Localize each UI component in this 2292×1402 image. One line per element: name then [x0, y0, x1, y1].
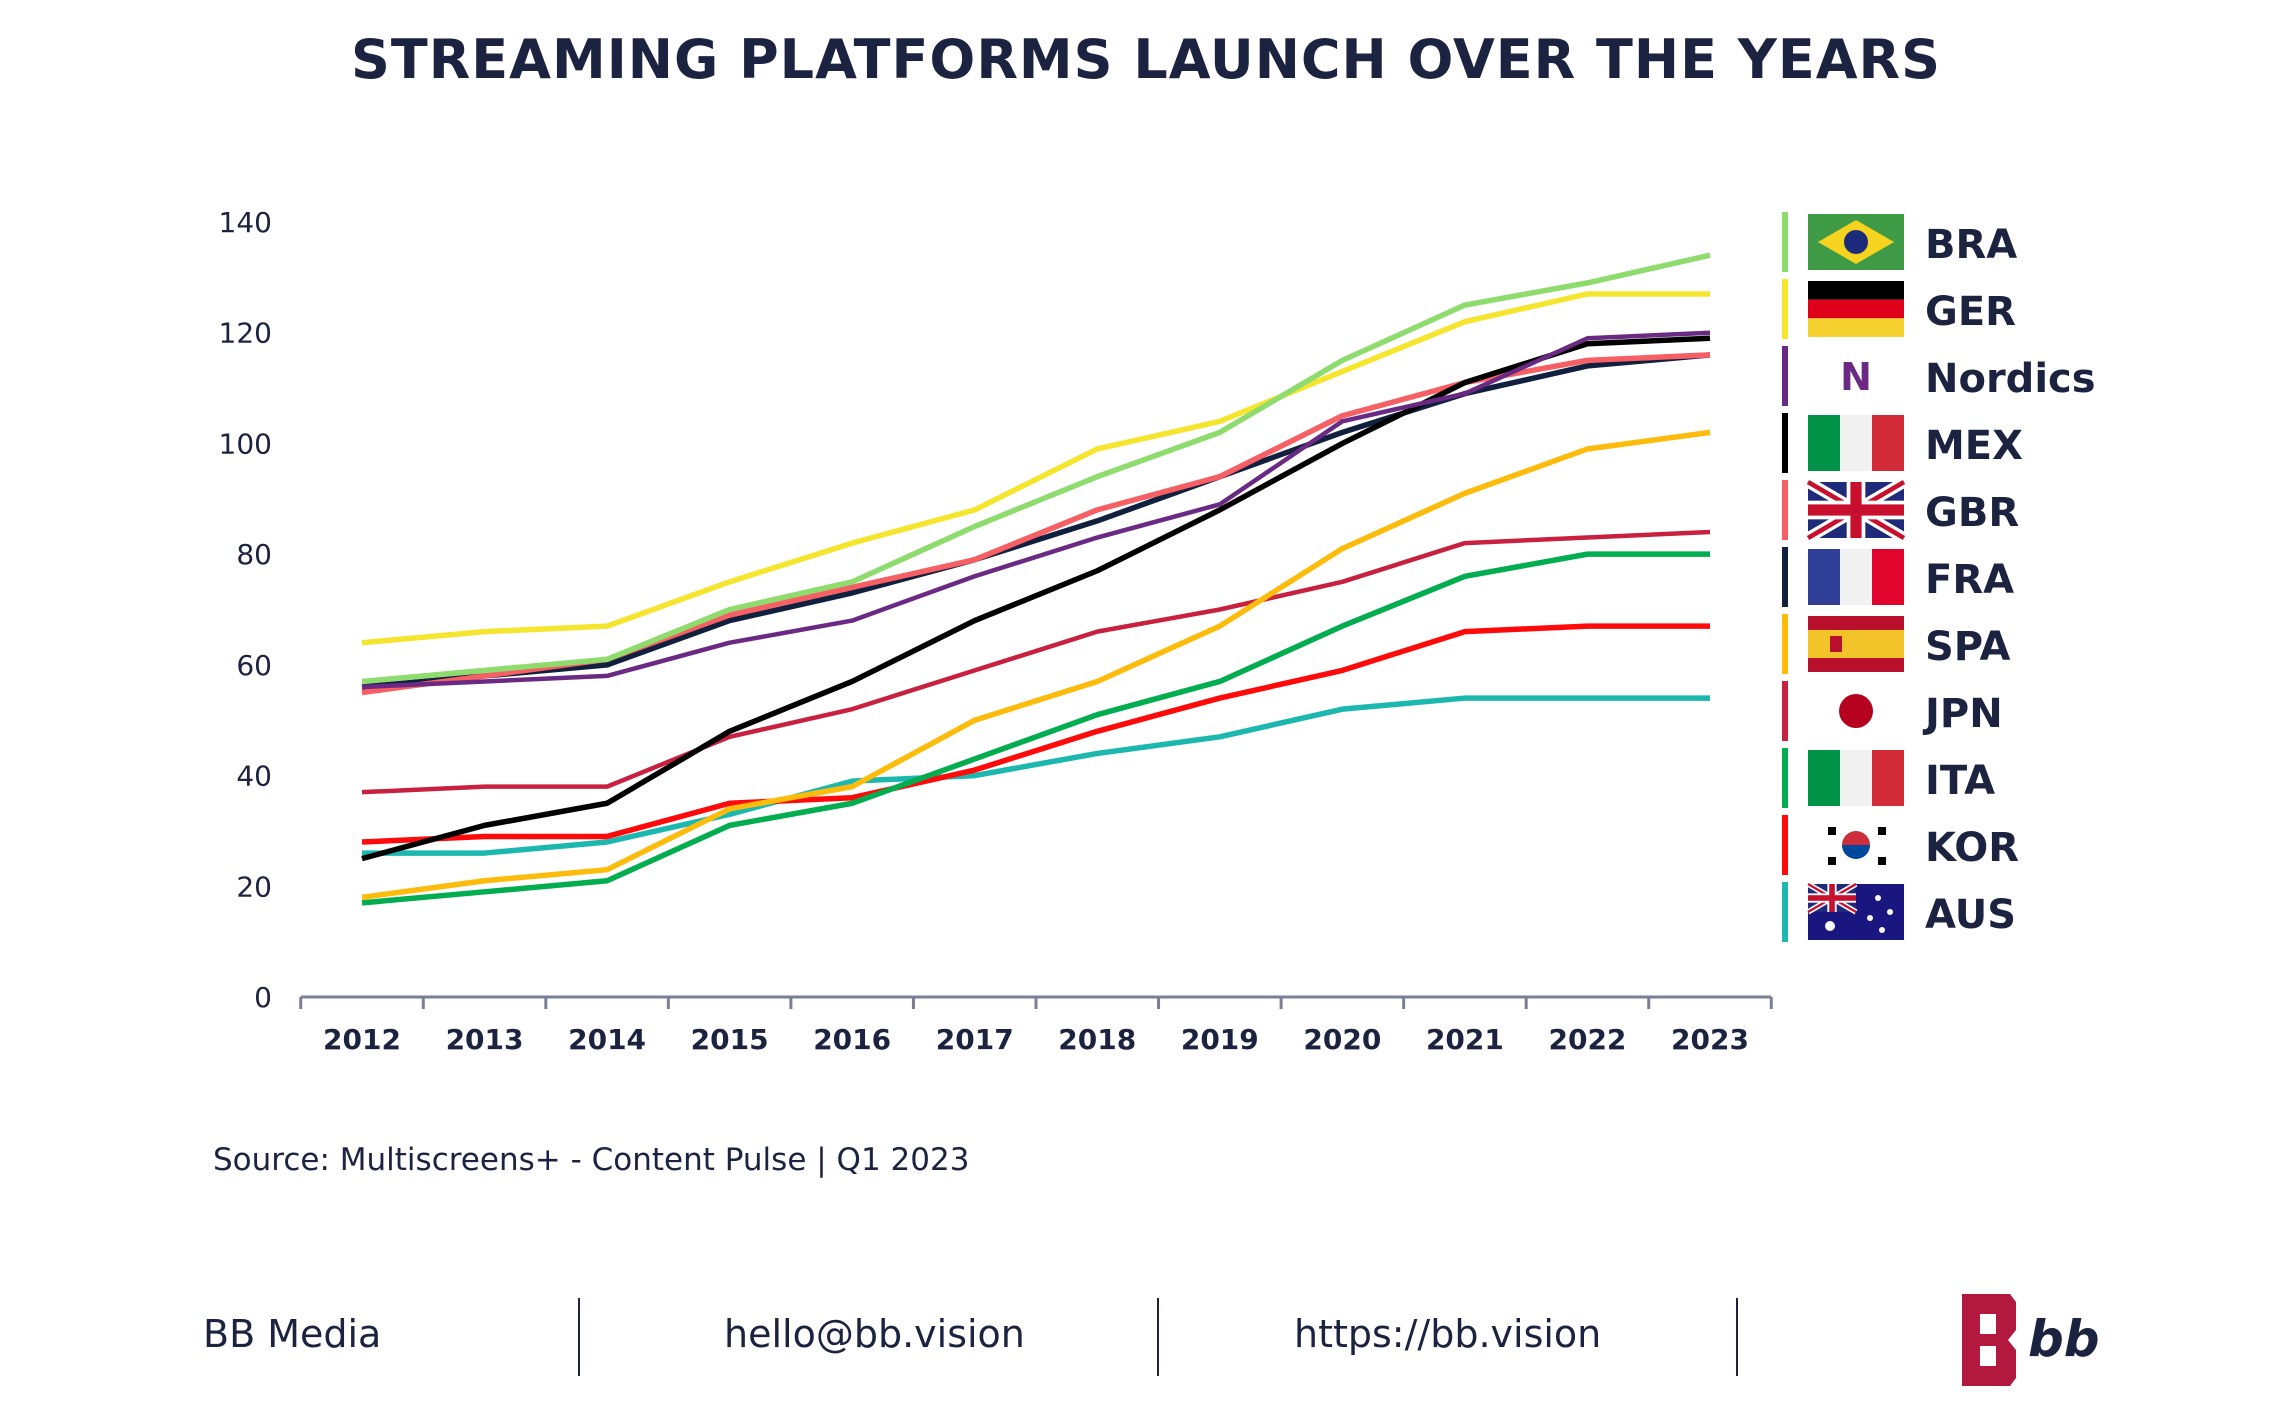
y-axis-ticks: 0 20 40 60 80 100 120 140	[219, 206, 272, 1014]
y-tick-label: 120	[219, 317, 272, 350]
legend-item-aus: AUS	[1782, 881, 2016, 942]
legend-item-gbr: GBR	[1782, 477, 2019, 543]
x-tick-label: 2021	[1426, 1023, 1504, 1056]
legend-item-fra: FRA	[1782, 547, 2014, 607]
x-tick-label: 2020	[1303, 1023, 1381, 1056]
legend-label: GER	[1925, 289, 2016, 335]
germany-flag-icon	[1808, 281, 1904, 337]
chart-title: STREAMING PLATFORMS LAUNCH OVER THE YEAR…	[350, 28, 1942, 91]
y-tick-label: 80	[236, 538, 272, 571]
x-tick-label: 2015	[691, 1023, 769, 1056]
series-line-jpn	[361, 529, 1711, 795]
legend-color-swatch	[1782, 547, 1788, 607]
italy-flag-icon	[1808, 750, 1904, 806]
y-tick-label: 20	[236, 870, 272, 903]
y-tick-label: 40	[236, 760, 272, 793]
series-line-fra	[361, 352, 1711, 690]
footer-url[interactable]: https://bb.vision	[1294, 1312, 1602, 1356]
france-flag-icon	[1808, 549, 1904, 605]
series-line-kor	[361, 623, 1710, 845]
australia-flag-icon	[1806, 881, 1904, 940]
y-tick-label: 0	[254, 981, 272, 1014]
legend-item-ger: GER	[1782, 279, 2016, 339]
legend-label: Nordics	[1925, 356, 2096, 402]
legend-label: SPA	[1925, 624, 2010, 670]
y-tick-label: 60	[236, 649, 272, 682]
legend-item-mex: MEX	[1782, 413, 2023, 473]
legend-item-jpn: JPN	[1782, 681, 2003, 741]
x-tick-label: 2023	[1671, 1023, 1749, 1056]
y-tick-label: 100	[219, 427, 272, 460]
mexico-flag-icon	[1808, 415, 1904, 471]
legend-label: ITA	[1925, 758, 1995, 804]
legend: BRA GER N Nordics MEX GBR FRA SPA JPN ITA KOR AUS	[1782, 212, 2096, 942]
legend-label: GBR	[1925, 490, 2019, 536]
japan-flag-icon	[1839, 694, 1873, 728]
brazil-flag-icon	[1808, 214, 1904, 270]
nordics-n-flag-icon: N	[1840, 355, 1872, 399]
series-line-mex	[361, 335, 1711, 862]
spain-flag-icon	[1808, 616, 1904, 672]
legend-item-spa: SPA	[1782, 614, 2010, 674]
series-line-ita	[361, 551, 1710, 906]
svg-text:N: N	[1840, 355, 1872, 399]
legend-label: JPN	[1922, 691, 2003, 737]
x-tick-label: 2012	[323, 1023, 401, 1056]
x-tick-label: 2019	[1181, 1023, 1259, 1056]
x-tick-label: 2022	[1548, 1023, 1626, 1056]
series-line-bra	[361, 252, 1711, 685]
x-tick-label: 2018	[1058, 1023, 1136, 1056]
legend-item-nordics: N Nordics	[1782, 346, 2096, 406]
series-line-gbr	[361, 352, 1711, 696]
legend-color-swatch	[1782, 346, 1788, 406]
bb-logo: bb	[1962, 1294, 2100, 1386]
uk-flag-icon	[1805, 477, 1907, 543]
legend-color-swatch	[1782, 614, 1788, 674]
series-line-aus	[362, 695, 1710, 856]
x-tick-label: 2016	[813, 1023, 891, 1056]
footer-divider	[1157, 1298, 1159, 1376]
legend-item-ita: ITA	[1782, 748, 1995, 808]
korea-flag-icon	[1828, 827, 1886, 865]
legend-color-swatch	[1782, 480, 1788, 540]
y-tick-label: 140	[219, 206, 272, 239]
footer-divider	[578, 1298, 580, 1376]
footer-email[interactable]: hello@bb.vision	[724, 1312, 1025, 1356]
series-line-spa	[361, 429, 1711, 901]
source-note: Source: Multiscreens+ - Content Pulse | …	[213, 1142, 970, 1178]
legend-color-swatch	[1782, 212, 1788, 272]
legend-color-swatch	[1782, 681, 1788, 741]
legend-label: KOR	[1925, 825, 2019, 871]
x-tick-label: 2014	[568, 1023, 646, 1056]
x-axis: 2012 2013 2014 2015 2016 2017 2018 2019 2020 2021…	[299, 995, 1773, 1056]
legend-color-swatch	[1782, 815, 1788, 875]
legend-label: FRA	[1925, 557, 2014, 603]
x-tick-label: 2017	[936, 1023, 1014, 1056]
svg-text:bb: bb	[2028, 1310, 2100, 1368]
legend-color-swatch	[1782, 748, 1788, 808]
footer-company: BB Media	[203, 1312, 382, 1356]
x-tick-label: 2013	[446, 1023, 524, 1056]
legend-color-swatch	[1782, 279, 1788, 339]
footer-divider	[1736, 1298, 1738, 1376]
series-line-ger	[361, 291, 1710, 646]
legend-item-bra: BRA	[1782, 212, 2017, 272]
series-lines	[361, 252, 1711, 906]
series-line-nordics	[361, 330, 1711, 690]
legend-label: BRA	[1925, 222, 2017, 268]
legend-label: MEX	[1925, 423, 2023, 469]
legend-color-swatch	[1782, 882, 1788, 942]
legend-color-swatch	[1782, 413, 1788, 473]
legend-item-kor: KOR	[1782, 815, 2019, 875]
legend-label: AUS	[1925, 892, 2016, 938]
